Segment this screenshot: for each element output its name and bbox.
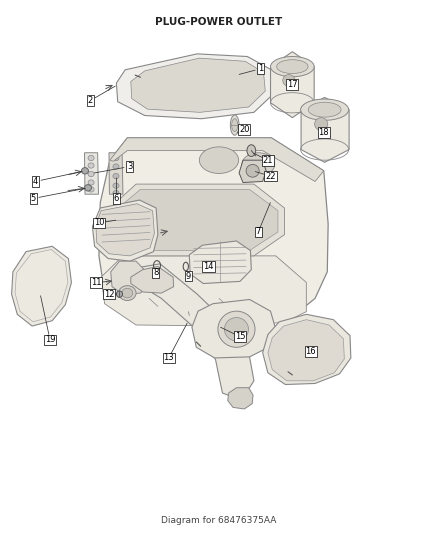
Ellipse shape — [271, 56, 314, 77]
Ellipse shape — [88, 156, 94, 161]
Text: Diagram for 68476375AA: Diagram for 68476375AA — [161, 516, 277, 525]
Ellipse shape — [85, 184, 92, 191]
Ellipse shape — [224, 318, 248, 341]
Ellipse shape — [88, 163, 94, 168]
Text: 13: 13 — [163, 353, 174, 362]
Polygon shape — [228, 387, 253, 409]
Text: 22: 22 — [265, 172, 276, 181]
Ellipse shape — [88, 171, 94, 176]
Text: 3: 3 — [127, 162, 132, 171]
Text: 4: 4 — [33, 177, 38, 186]
Text: 16: 16 — [305, 347, 316, 356]
Ellipse shape — [247, 145, 256, 157]
Ellipse shape — [232, 119, 238, 132]
Ellipse shape — [277, 60, 308, 74]
Text: PLUG-POWER OUTLET: PLUG-POWER OUTLET — [155, 17, 283, 27]
Text: 18: 18 — [318, 128, 329, 137]
Polygon shape — [110, 184, 285, 256]
Ellipse shape — [246, 165, 259, 177]
Text: 19: 19 — [45, 335, 55, 344]
Text: 1: 1 — [258, 64, 263, 73]
Text: 2: 2 — [88, 96, 93, 105]
Ellipse shape — [242, 153, 275, 176]
Text: 7: 7 — [256, 228, 261, 237]
Ellipse shape — [113, 183, 119, 188]
Text: 15: 15 — [235, 332, 245, 341]
Polygon shape — [99, 138, 328, 325]
Text: 17: 17 — [287, 80, 298, 89]
Text: 12: 12 — [104, 289, 114, 298]
Polygon shape — [131, 266, 173, 293]
Polygon shape — [189, 241, 251, 284]
Polygon shape — [131, 58, 265, 112]
Ellipse shape — [283, 75, 295, 86]
Ellipse shape — [113, 164, 119, 169]
Ellipse shape — [81, 167, 88, 174]
Polygon shape — [301, 98, 349, 163]
Polygon shape — [263, 314, 351, 384]
Polygon shape — [92, 200, 158, 261]
Ellipse shape — [199, 147, 239, 173]
Text: 11: 11 — [91, 278, 101, 287]
Ellipse shape — [308, 102, 341, 117]
Polygon shape — [109, 153, 123, 194]
Ellipse shape — [314, 118, 328, 131]
Ellipse shape — [218, 311, 255, 348]
Polygon shape — [110, 138, 324, 181]
Polygon shape — [239, 160, 266, 182]
Ellipse shape — [88, 187, 94, 192]
Polygon shape — [12, 246, 71, 326]
Polygon shape — [117, 54, 274, 119]
Polygon shape — [96, 204, 154, 256]
Ellipse shape — [88, 180, 94, 185]
Text: 20: 20 — [239, 125, 250, 134]
Polygon shape — [192, 300, 276, 358]
Ellipse shape — [119, 286, 136, 301]
Ellipse shape — [230, 115, 239, 135]
Ellipse shape — [300, 99, 349, 120]
Text: 10: 10 — [94, 219, 104, 228]
Polygon shape — [115, 189, 278, 251]
Text: 5: 5 — [31, 194, 36, 203]
Text: 8: 8 — [153, 269, 159, 277]
Text: 21: 21 — [263, 156, 273, 165]
Polygon shape — [128, 264, 254, 397]
Polygon shape — [101, 256, 306, 326]
Text: 9: 9 — [186, 272, 191, 280]
Polygon shape — [268, 320, 344, 381]
Ellipse shape — [122, 288, 133, 298]
Polygon shape — [111, 261, 148, 294]
Polygon shape — [271, 52, 314, 118]
Ellipse shape — [113, 156, 119, 161]
Polygon shape — [85, 153, 99, 194]
Ellipse shape — [117, 291, 123, 297]
Text: 14: 14 — [203, 262, 214, 271]
Text: 6: 6 — [114, 194, 119, 203]
Ellipse shape — [113, 190, 119, 196]
Ellipse shape — [113, 173, 119, 179]
